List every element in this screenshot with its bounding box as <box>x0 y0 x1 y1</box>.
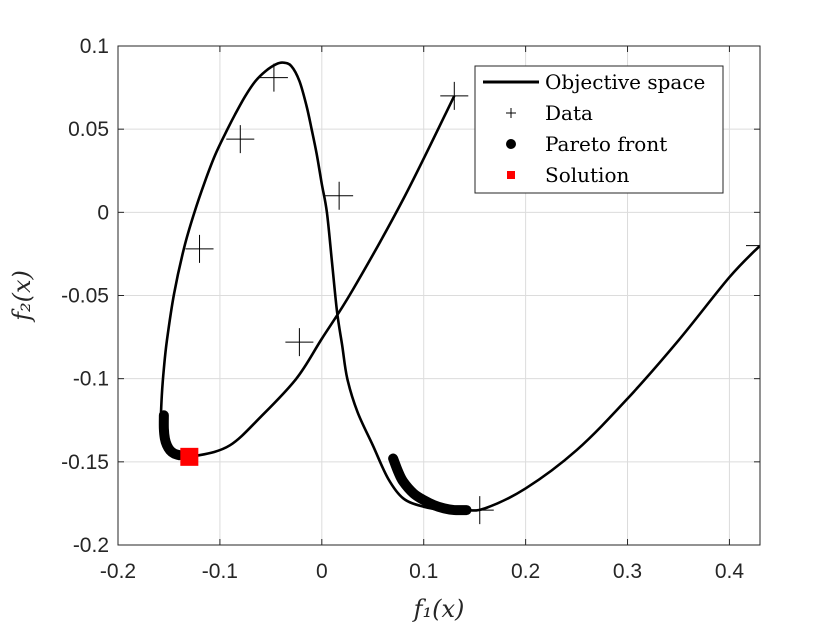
x-tick-label: 0 <box>316 560 328 583</box>
legend-label-pareto-front: Pareto front <box>545 132 667 156</box>
legend-square-marker <box>507 171 515 179</box>
pareto-front-segment <box>388 453 472 516</box>
legend-label-data: Data <box>545 101 593 125</box>
solution-marker <box>180 447 199 466</box>
data-point-marker <box>325 181 354 210</box>
y-tick-label: -0.2 <box>73 534 109 557</box>
data-point-marker <box>185 234 214 263</box>
x-tick-label: 0.2 <box>511 560 540 583</box>
legend-label-solution: Solution <box>545 163 629 187</box>
x-tick-label: 0.1 <box>409 560 438 583</box>
data-point-marker <box>226 125 255 154</box>
y-tick-label: 0 <box>97 201 109 224</box>
series-layer <box>158 61 760 525</box>
x-tick-label: 0.4 <box>715 560 745 583</box>
data-point-marker <box>440 81 469 110</box>
y-tick-label: -0.1 <box>73 368 109 391</box>
y-tick-label: 0.1 <box>80 35 109 58</box>
x-tick-label: -0.2 <box>100 560 136 583</box>
legend-plus-marker <box>506 108 516 118</box>
legend-label-objective-space: Objective space <box>545 70 705 94</box>
x-tick-label: 0.3 <box>613 560 642 583</box>
data-point-marker <box>259 63 288 92</box>
pareto-front-segment <box>158 410 185 461</box>
data-point-marker <box>746 231 760 260</box>
x-axis-label: f₁(x) <box>412 595 465 623</box>
ticks: -0.2 -0.1 0 0.1 0.2 0.3 0.4 -0.2 -0.15 -0.1 -0.05 0… <box>61 35 760 583</box>
legend: Objective space Data Pareto front Soluti… <box>474 65 724 194</box>
y-axis-label: f₂(x) <box>8 270 36 323</box>
legend-box <box>474 65 724 194</box>
y-tick-label: -0.15 <box>61 451 109 474</box>
y-tick-label: -0.05 <box>61 285 109 308</box>
x-tick-label: -0.1 <box>202 560 238 583</box>
y-tick-label: 0.05 <box>68 118 109 141</box>
legend-dot-marker <box>506 139 516 149</box>
data-point-marker <box>285 328 314 357</box>
